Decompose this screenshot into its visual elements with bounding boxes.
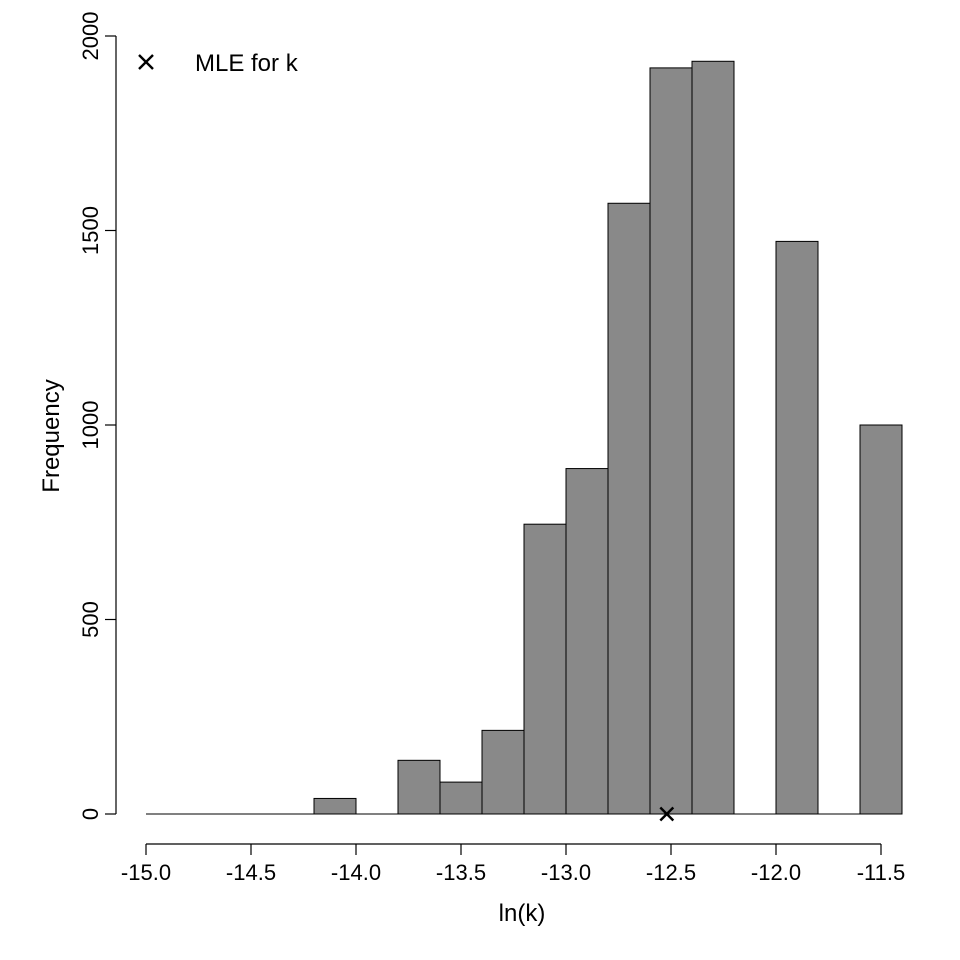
histogram-bar-7 xyxy=(439,781,483,815)
x-tick-label: -14.0 xyxy=(331,860,381,885)
histogram-bar-8 xyxy=(481,729,525,815)
x-axis-title: ln(k) xyxy=(499,900,546,927)
histogram-bar-17 xyxy=(859,424,903,815)
histogram-bar-11 xyxy=(607,202,651,815)
histogram-bar-4 xyxy=(313,797,357,815)
histogram-bar-13 xyxy=(691,60,735,815)
y-tick-label: 1500 xyxy=(78,206,103,255)
y-axis-title: Frequency xyxy=(38,379,65,492)
legend-label: MLE for k xyxy=(195,50,299,77)
histogram-bar-12 xyxy=(649,67,693,815)
histogram-bar-6 xyxy=(397,759,441,815)
y-tick-label: 500 xyxy=(78,601,103,638)
x-tick-label: -14.5 xyxy=(226,860,276,885)
x-tick-label: -15.0 xyxy=(121,860,171,885)
histogram-bar-15 xyxy=(775,240,819,815)
x-axis: -15.0 -14.5 -14.0 -13.5 -13.0 -12.5 -12.0 -11.5 xyxy=(121,843,906,885)
histogram-bar-10 xyxy=(565,468,609,815)
x-tick-label: -12.5 xyxy=(646,860,696,885)
histogram-bars xyxy=(313,60,903,815)
legend: MLE for k xyxy=(138,50,299,77)
mle-cross-icon xyxy=(659,806,675,822)
x-tick-label: -13.5 xyxy=(436,860,486,885)
y-tick-label: 1000 xyxy=(78,401,103,450)
x-tick-label: -12.0 xyxy=(751,860,801,885)
y-tick-label: 0 xyxy=(78,808,103,820)
histogram-bar-9 xyxy=(523,523,567,815)
y-axis: 0 500 1000 1500 2000 xyxy=(78,12,117,820)
y-tick-label: 2000 xyxy=(78,12,103,61)
x-tick-label: -11.5 xyxy=(857,860,906,885)
x-tick-label: -13.0 xyxy=(541,860,591,885)
legend-marker-icon xyxy=(138,54,154,70)
mle-marker xyxy=(659,806,675,822)
